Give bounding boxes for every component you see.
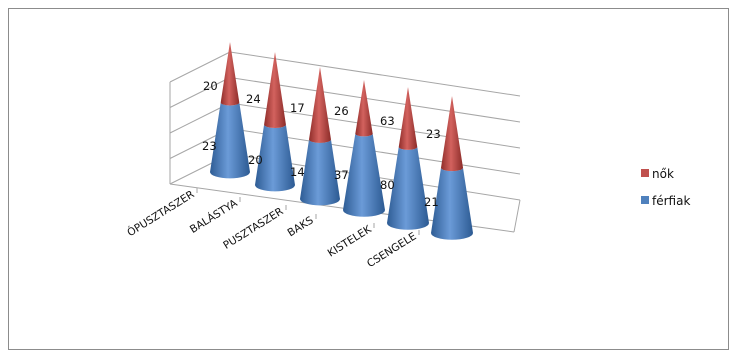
cone-segment-nok-1 (220, 42, 240, 106)
legend-label: nők (652, 167, 674, 181)
data-label-nok: 24 (246, 92, 261, 106)
data-label-nok: 23 (426, 127, 441, 141)
category-label: BALÁSTYA (187, 196, 240, 236)
data-label-nok: 20 (203, 79, 218, 93)
chart-marks (210, 42, 473, 240)
data-label-ferfiak: 21 (424, 195, 439, 209)
cone-segment-ferfiak-4 (343, 133, 385, 217)
category-label: KISTELEK (326, 223, 375, 260)
cone-segment-nok-2 (264, 52, 286, 129)
data-label-nok: 17 (290, 101, 305, 115)
legend-label: férfiak (652, 194, 690, 208)
cone-segment-ferfiak-6 (431, 167, 473, 240)
data-label-ferfiak: 23 (202, 139, 217, 153)
cone-segment-nok-4 (355, 80, 373, 137)
cone-segment-nok-3 (309, 67, 331, 143)
back-gridline (229, 51, 521, 97)
legend-swatch (641, 169, 649, 177)
legend-swatch (641, 196, 649, 204)
data-label-ferfiak: 37 (334, 168, 349, 182)
cone-segment-nok-5 (398, 87, 418, 150)
cone-segment-ferfiak-3 (300, 139, 340, 206)
cone-segment-ferfiak-2 (255, 124, 295, 192)
data-label-nok: 63 (380, 114, 395, 128)
data-label-ferfiak: 20 (248, 153, 263, 167)
category-label: BAKS (286, 214, 316, 239)
category-label: ÓPUSZTASZER (125, 188, 197, 240)
side-gridline (169, 51, 231, 83)
chart-legend: nők férfiak (641, 167, 690, 208)
cone-segment-ferfiak-1 (210, 102, 250, 179)
floor-right-edge (513, 199, 521, 233)
data-label-nok: 26 (334, 104, 349, 118)
data-label-ferfiak: 80 (380, 178, 395, 192)
category-label: CSENGELE (365, 230, 419, 270)
data-label-ferfiak: 14 (290, 165, 305, 179)
cone-segment-nok-6 (441, 96, 463, 172)
cone-segment-ferfiak-5 (387, 146, 429, 230)
side-gridline (169, 77, 231, 108)
